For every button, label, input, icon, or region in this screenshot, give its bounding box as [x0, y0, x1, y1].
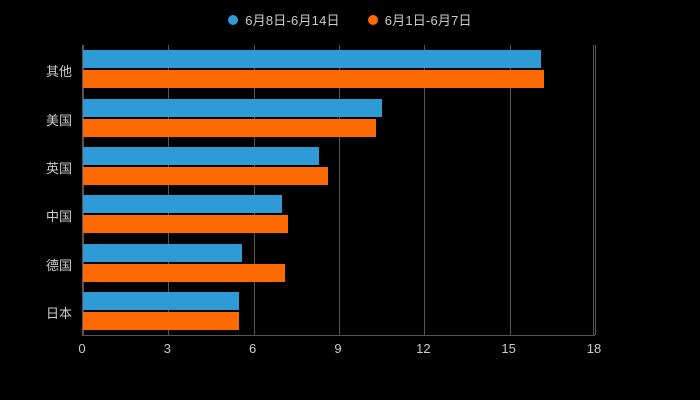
bar[interactable] — [83, 263, 285, 282]
bar-group — [83, 98, 593, 137]
x-axis-tick-label: 18 — [586, 341, 602, 356]
legend-color-swatch-icon — [228, 14, 239, 25]
x-axis-labels: 0 3 6 9 12 15 18 — [0, 341, 700, 363]
bar-group — [83, 50, 593, 89]
y-axis-tick-label: 德国 — [45, 257, 72, 273]
x-axis-tick-label: 15 — [501, 341, 516, 356]
bar-group — [83, 195, 593, 234]
bar[interactable] — [83, 215, 288, 234]
legend-color-swatch-icon — [367, 14, 378, 25]
x-axis-tick-label: 3 — [163, 341, 171, 356]
x-axis-line — [82, 335, 595, 336]
y-axis-tick-label: 其他 — [45, 64, 72, 80]
x-axis-tick-label: 9 — [334, 341, 342, 356]
bar[interactable] — [83, 166, 328, 185]
bar[interactable] — [83, 243, 243, 262]
y-axis-tick-label: 中国 — [45, 209, 72, 225]
legend-item-series-0[interactable]: 6月8日-6月14日 — [228, 10, 340, 29]
bar[interactable] — [83, 195, 283, 214]
x-axis-tick-label: 6 — [249, 341, 257, 356]
bar[interactable] — [83, 118, 376, 137]
bar-group — [83, 291, 593, 330]
bar-group — [83, 146, 593, 185]
bar-group — [83, 243, 593, 282]
gridline-18 — [595, 45, 596, 335]
gridline-9 — [339, 45, 340, 335]
bar[interactable] — [83, 50, 541, 69]
x-axis-tick-label: 12 — [416, 341, 431, 356]
chart-legend: 6月8日-6月14日 6月1日-6月7日 — [0, 10, 700, 29]
bar[interactable] — [83, 98, 382, 117]
gridline-0 — [83, 45, 84, 335]
y-axis-tick-label: 英国 — [45, 160, 72, 176]
legend-label-series-0: 6月8日-6月14日 — [245, 13, 340, 28]
bar[interactable] — [83, 70, 544, 89]
gridline-3 — [168, 45, 170, 335]
gridline-6 — [253, 45, 255, 335]
bar[interactable] — [83, 311, 240, 330]
x-axis-tick-label: 0 — [78, 341, 86, 356]
gridline-15 — [509, 45, 511, 335]
y-axis-tick-label: 美国 — [45, 112, 72, 128]
gridline-12 — [424, 45, 426, 335]
plot-area — [82, 45, 596, 335]
bar[interactable] — [83, 291, 240, 310]
y-axis-labels: 其他美国英国中国德国日本 — [0, 45, 700, 335]
legend-label-series-1: 6月1日-6月7日 — [384, 13, 472, 28]
legend-item-series-1[interactable]: 6月1日-6月7日 — [367, 10, 472, 29]
y-axis-tick-label: 日本 — [45, 305, 72, 321]
bar[interactable] — [83, 146, 320, 165]
